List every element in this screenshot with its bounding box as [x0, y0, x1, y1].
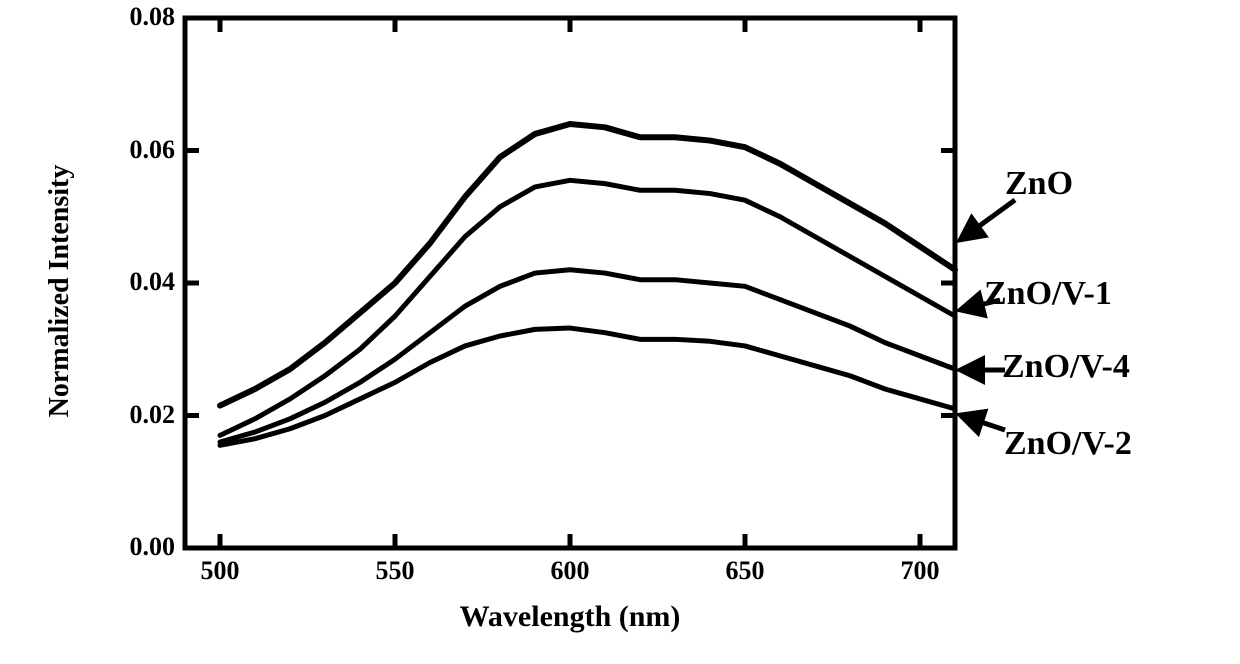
figure-container: Normalized Intensity Wavelength (nm) 500…	[0, 0, 1240, 664]
y-tick-label: 0.08	[95, 2, 175, 32]
series-label-ZnO/V-1: ZnO/V-1	[984, 275, 1112, 313]
y-tick-label: 0.02	[95, 400, 175, 430]
x-tick-label: 600	[530, 556, 610, 586]
x-tick-label: 500	[180, 556, 260, 586]
y-tick-label: 0.04	[95, 267, 175, 297]
x-tick-label: 550	[355, 556, 435, 586]
series-label-ZnO/V-4: ZnO/V-4	[1002, 348, 1130, 386]
y-tick-label: 0.06	[95, 135, 175, 165]
series-label-ZnO: ZnO	[1005, 165, 1073, 203]
x-tick-label: 650	[705, 556, 785, 586]
x-tick-label: 700	[880, 556, 960, 586]
y-tick-label: 0.00	[95, 532, 175, 562]
series-label-ZnO/V-2: ZnO/V-2	[1004, 425, 1132, 463]
label-arrow-ZnO/V-2	[960, 415, 1005, 430]
label-arrow-ZnO	[960, 200, 1015, 240]
